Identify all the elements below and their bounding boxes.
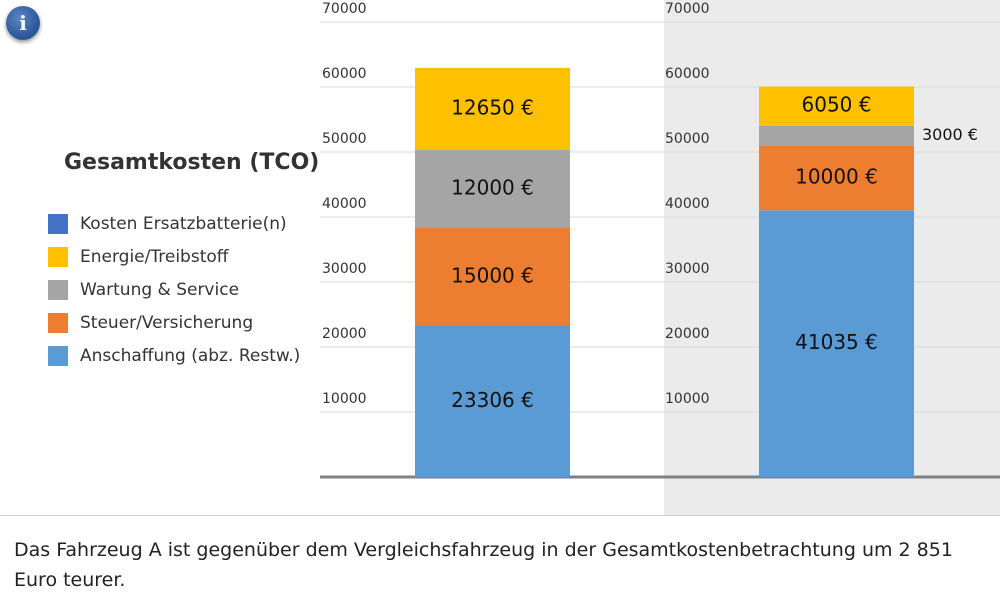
chart-title: Gesamtkosten (TCO) [64,150,320,175]
stacked-bar-chart: 10000 20000 30000 40000 50000 60000 70000 23306… [320,1,1000,479]
data-label: 12650 € [451,95,534,119]
y-tick-label: 10000 [322,391,367,407]
legend-swatch [48,345,68,366]
bar-segment [415,228,570,326]
y-tick-label: 50000 [322,131,367,147]
legend-swatch [48,312,68,333]
legend-label: Kosten Ersatzbatterie(n) [80,213,287,234]
y-tick-label: 30000 [322,261,367,277]
data-label: 10000 € [795,164,878,188]
legend-item: Anschaffung (abz. Restw.) [48,339,300,372]
y-tick-label: 30000 [665,261,710,277]
y-tick-label: 50000 [665,131,710,147]
y-tick-label: 60000 [322,66,367,82]
data-label: 12000 € [451,176,534,200]
bar-segment [759,210,914,477]
info-icon[interactable]: i [6,6,40,40]
legend-item: Kosten Ersatzbatterie(n) [48,207,300,240]
data-label: 15000 € [451,263,534,287]
bar-segment [759,145,914,211]
y-tick-label: 70000 [322,1,367,17]
bar-segment [415,325,570,477]
bar-segment [759,125,914,146]
y-tick-label: 20000 [322,326,367,342]
y-tick-label: 40000 [322,196,367,212]
legend-swatch [48,279,68,300]
bar-segment [759,86,914,126]
data-label: 3000 € [922,125,978,144]
legend-label: Steuer/Versicherung [80,312,254,333]
summary-text: Das Fahrzeug A ist gegenüber dem Verglei… [14,539,953,591]
data-label: 6050 € [802,93,872,117]
legend-swatch [48,246,68,267]
legend-item: Steuer/Versicherung [48,306,300,339]
legend-swatch [48,213,68,234]
y-tick-label: 60000 [665,66,710,82]
legend-label: Wartung & Service [80,279,240,300]
bar-segment [415,67,570,151]
legend-item: Energie/Treibstoff [48,240,300,273]
y-tick-label: 10000 [665,391,710,407]
bar-segment [415,150,570,229]
data-label: 23306 € [451,388,534,412]
legend-label: Anschaffung (abz. Restw.) [80,345,301,366]
legend-label: Energie/Treibstoff [80,246,229,267]
data-label: 41035 € [795,330,878,354]
legend-item: Wartung & Service [48,273,300,306]
y-tick-label: 20000 [665,326,710,342]
legend: Kosten Ersatzbatterie(n) Energie/Treibst… [48,207,300,372]
y-tick-label: 70000 [665,1,710,17]
divider [0,515,1000,516]
y-tick-label: 40000 [665,196,710,212]
